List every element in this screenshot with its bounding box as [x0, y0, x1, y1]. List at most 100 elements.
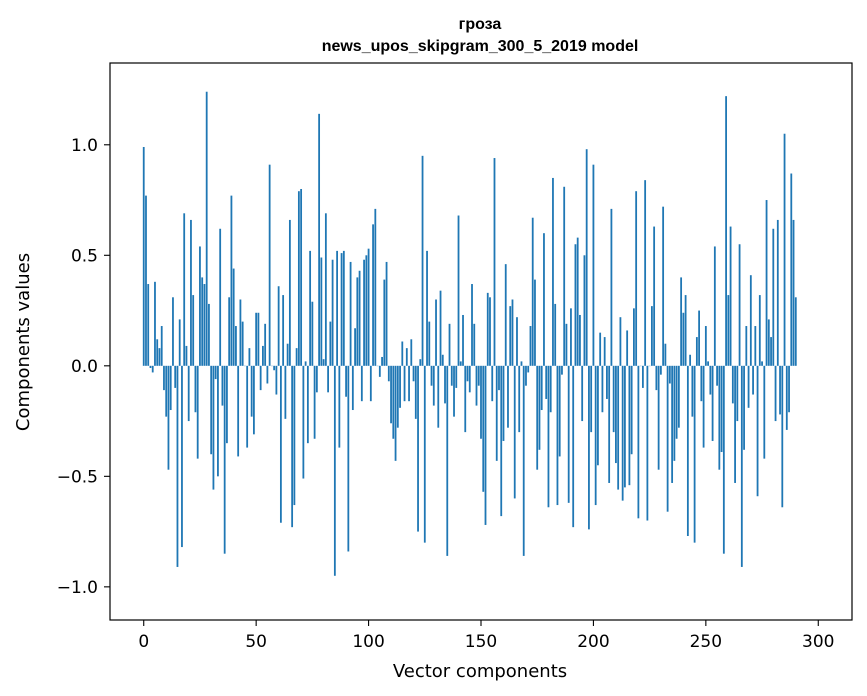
- bar-113: [396, 365, 399, 428]
- bar-224: [646, 365, 649, 521]
- bar-213: [621, 365, 624, 501]
- bar-10: [165, 365, 168, 417]
- bar-68: [295, 348, 298, 366]
- bar-52: [259, 365, 262, 391]
- bar-202: [597, 365, 599, 466]
- bar-142: [462, 314, 464, 366]
- bar-22: [192, 295, 195, 366]
- bar-47: [248, 348, 251, 366]
- x-tick-label: 0: [138, 632, 149, 652]
- bar-244: [691, 365, 694, 417]
- bar-118: [408, 365, 410, 402]
- bar-246: [695, 337, 698, 366]
- bar-143: [464, 365, 467, 433]
- bar-236: [673, 365, 676, 461]
- bar-4: [151, 365, 154, 373]
- bar-135: [446, 365, 449, 556]
- bar-239: [680, 277, 683, 366]
- bar-283: [779, 365, 781, 415]
- bar-128: [430, 365, 433, 386]
- bar-84: [331, 259, 334, 366]
- bar-256: [718, 365, 721, 470]
- bar-42: [237, 365, 240, 457]
- bar-56: [268, 164, 271, 366]
- bar-53: [262, 345, 264, 366]
- bar-201: [594, 365, 597, 506]
- bar-173: [531, 217, 534, 366]
- bar-175: [536, 365, 539, 470]
- bar-17: [181, 365, 183, 548]
- bar-144: [466, 365, 469, 382]
- bar-100: [367, 248, 370, 366]
- bar-124: [421, 155, 424, 366]
- bar-194: [579, 314, 581, 366]
- bar-217: [630, 365, 633, 455]
- bar-98: [363, 259, 365, 366]
- bar-115: [401, 341, 404, 366]
- bar-272: [754, 326, 757, 366]
- bar-50: [255, 312, 258, 366]
- bar-152: [484, 365, 487, 525]
- bar-254: [713, 246, 716, 366]
- bar-178: [543, 233, 545, 366]
- bar-247: [698, 310, 700, 366]
- bar-136: [448, 323, 451, 366]
- bar-150: [480, 365, 482, 439]
- bar-230: [659, 365, 662, 375]
- bar-204: [601, 365, 604, 413]
- bar-8: [160, 326, 163, 366]
- bar-32: [214, 365, 217, 380]
- bar-66: [291, 365, 294, 528]
- bar-117: [405, 348, 408, 366]
- bar-270: [749, 275, 752, 366]
- bar-186: [561, 365, 563, 375]
- bar-123: [419, 359, 422, 366]
- bar-210: [615, 365, 617, 464]
- bar-58: [273, 365, 276, 371]
- bar-74: [309, 250, 312, 366]
- bar-147: [473, 323, 476, 366]
- bar-284: [781, 365, 784, 508]
- bar-26: [201, 277, 204, 366]
- bar-166: [516, 317, 518, 366]
- bar-73: [306, 365, 309, 444]
- bar-248: [700, 365, 703, 402]
- bar-193: [576, 237, 579, 366]
- bar-273: [756, 365, 759, 497]
- bar-91: [347, 365, 350, 552]
- bar-35: [221, 365, 224, 406]
- bar-65: [288, 219, 291, 366]
- bar-67: [293, 365, 296, 506]
- bar-171: [527, 365, 530, 373]
- bar-250: [704, 326, 707, 366]
- bar-146: [471, 284, 473, 366]
- bar-162: [507, 365, 509, 428]
- bar-101: [369, 365, 372, 402]
- bar-15: [176, 365, 179, 567]
- bar-274: [758, 295, 761, 366]
- bar-197: [585, 149, 588, 366]
- bar-157: [495, 365, 498, 461]
- bar-25: [199, 246, 201, 366]
- bar-181: [549, 365, 552, 413]
- bar-232: [664, 343, 667, 366]
- bar-89: [342, 250, 345, 366]
- bar-69: [297, 191, 300, 366]
- bar-255: [716, 365, 718, 386]
- bar-222: [641, 365, 644, 388]
- bar-33: [217, 365, 219, 477]
- bar-64: [286, 343, 289, 366]
- bar-188: [565, 323, 568, 366]
- bar-145: [468, 365, 471, 393]
- bar-87: [338, 365, 341, 448]
- bar-279: [770, 337, 772, 366]
- bar-277: [765, 200, 768, 366]
- bar-203: [599, 332, 602, 366]
- bar-112: [394, 365, 397, 461]
- bar-24: [196, 365, 199, 459]
- bar-16: [178, 319, 181, 366]
- bar-238: [677, 365, 680, 428]
- bar-102: [372, 224, 374, 366]
